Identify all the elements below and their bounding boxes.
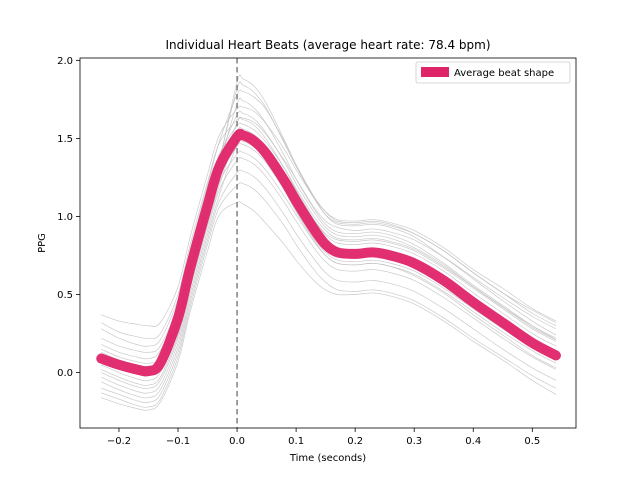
y-axis-label: PPG [37, 233, 48, 253]
y-tick-label: 0.5 [57, 290, 73, 301]
plot-frame [79, 57, 577, 429]
legend: Average beat shape [415, 61, 571, 84]
x-tick-label: −0.1 [166, 436, 190, 447]
x-tick-label: 0.2 [347, 436, 363, 447]
x-tick-label: 0.0 [229, 436, 245, 447]
individual-beat-line [101, 182, 557, 408]
individual-beat-line [101, 105, 557, 327]
legend-label-average: Average beat shape [454, 68, 554, 79]
individual-beat-line [101, 201, 557, 411]
x-tick-label: 0.5 [524, 436, 540, 447]
x-axis-ticks: −0.2 −0.1 0.0 0.1 0.2 0.3 0.4 0.5 [107, 428, 540, 447]
plot-area [96, 58, 561, 428]
x-tick-label: 0.4 [465, 436, 481, 447]
individual-beat-line [101, 156, 557, 394]
y-axis-ticks: 0.0 0.5 1.0 1.5 2.0 [57, 56, 80, 379]
legend-box [415, 61, 571, 84]
y-tick-label: 0.0 [57, 368, 73, 379]
y-tick-label: 1.0 [57, 212, 73, 223]
individual-beat-line [101, 150, 557, 386]
y-tick-label: 2.0 [57, 56, 73, 67]
average-beat-line [96, 128, 561, 377]
x-tick-label: −0.2 [107, 436, 131, 447]
x-tick-label: 0.1 [288, 436, 304, 447]
individual-beat-line [101, 116, 557, 339]
x-axis-label: Time (seconds) [289, 453, 366, 464]
y-tick-label: 1.5 [57, 134, 73, 145]
chart-title: Individual Heart Beats (average heart ra… [166, 38, 491, 52]
individual-beat-line [101, 169, 557, 403]
x-tick-label: 0.3 [406, 436, 422, 447]
